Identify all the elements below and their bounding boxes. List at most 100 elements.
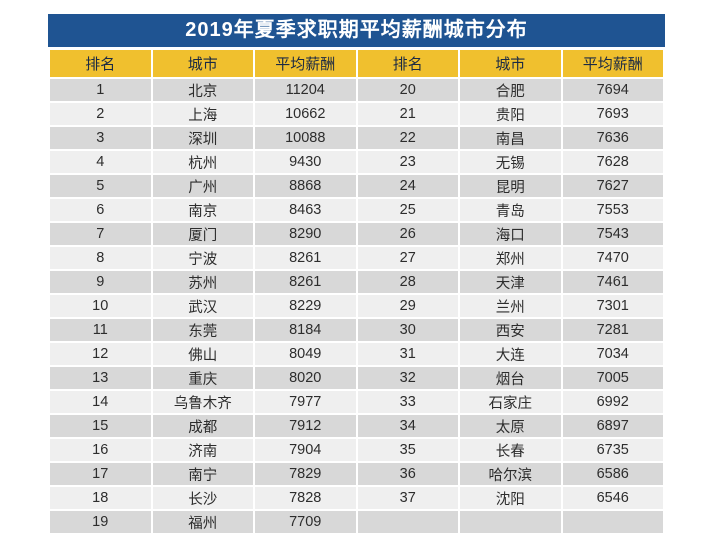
cell-salary: 6546 xyxy=(560,485,665,511)
cell-rank: 37 xyxy=(355,485,460,511)
cell-city: 无锡 xyxy=(458,149,563,175)
cell-rank: 33 xyxy=(355,389,460,415)
cell-city: 海口 xyxy=(458,221,563,247)
cell-salary: 7034 xyxy=(560,341,665,367)
cell-salary: 7461 xyxy=(560,269,665,295)
cell-salary: 7470 xyxy=(560,245,665,271)
cell-rank: 22 xyxy=(355,125,460,151)
table-row: 3 深圳 10088 22 南昌 7636 xyxy=(48,125,665,151)
table-row: 10 武汉 8229 29 兰州 7301 xyxy=(48,293,665,319)
cell-rank: 8 xyxy=(48,245,153,271)
cell-salary: 11204 xyxy=(253,77,358,103)
cell-salary: 7694 xyxy=(560,77,665,103)
cell-salary: 8290 xyxy=(253,221,358,247)
table-row: 8 宁波 8261 27 郑州 7470 xyxy=(48,245,665,271)
cell-city: 深圳 xyxy=(150,125,255,151)
salary-table: 排名 城市 平均薪酬 排名 城市 平均薪酬 1 北京 11204 20 合肥 7694 2 上… xyxy=(48,48,665,535)
cell-city: 石家庄 xyxy=(458,389,563,415)
cell-rank: 23 xyxy=(355,149,460,175)
cell-salary: 7904 xyxy=(253,437,358,463)
cell-salary: 8261 xyxy=(253,269,358,295)
cell-salary: 7977 xyxy=(253,389,358,415)
cell-city: 沈阳 xyxy=(458,485,563,511)
cell-city: 大连 xyxy=(458,341,563,367)
cell-salary: 7543 xyxy=(560,221,665,247)
table-row: 7 厦门 8290 26 海口 7543 xyxy=(48,221,665,247)
cell-rank: 32 xyxy=(355,365,460,391)
cell-city: 太原 xyxy=(458,413,563,439)
column-header-salary-left: 平均薪酬 xyxy=(253,48,358,79)
cell-city: 宁波 xyxy=(150,245,255,271)
table-row: 18 长沙 7828 37 沈阳 6546 xyxy=(48,485,665,511)
table-row: 14 乌鲁木齐 7977 33 石家庄 6992 xyxy=(48,389,665,415)
cell-salary: 9430 xyxy=(253,149,358,175)
cell-city: 济南 xyxy=(150,437,255,463)
cell-rank: 25 xyxy=(355,197,460,223)
cell-rank: 24 xyxy=(355,173,460,199)
cell-city: 郑州 xyxy=(458,245,563,271)
cell-city: 东莞 xyxy=(150,317,255,343)
cell-rank: 18 xyxy=(48,485,153,511)
cell-salary: 7553 xyxy=(560,197,665,223)
cell-city: 昆明 xyxy=(458,173,563,199)
column-header-city-left: 城市 xyxy=(150,48,255,79)
cell-salary: 8049 xyxy=(253,341,358,367)
table-row: 4 杭州 9430 23 无锡 7628 xyxy=(48,149,665,175)
cell-salary: 8463 xyxy=(253,197,358,223)
cell-salary: 6586 xyxy=(560,461,665,487)
cell-salary: 7281 xyxy=(560,317,665,343)
table-header: 排名 城市 平均薪酬 排名 城市 平均薪酬 xyxy=(48,48,665,79)
cell-city: 厦门 xyxy=(150,221,255,247)
cell-salary: 7828 xyxy=(253,485,358,511)
cell-city: 南昌 xyxy=(458,125,563,151)
cell-city: 上海 xyxy=(150,101,255,127)
header-row: 排名 城市 平均薪酬 排名 城市 平均薪酬 xyxy=(48,48,665,79)
cell-rank: 20 xyxy=(355,77,460,103)
cell-city: 哈尔滨 xyxy=(458,461,563,487)
table-row: 1 北京 11204 20 合肥 7694 xyxy=(48,77,665,103)
cell-city: 乌鲁木齐 xyxy=(150,389,255,415)
salary-table-container: 2019年夏季求职期平均薪酬城市分布 排名 城市 平均薪酬 排名 城市 平均薪酬… xyxy=(48,14,665,535)
table-row: 6 南京 8463 25 青岛 7553 xyxy=(48,197,665,223)
cell-city: 兰州 xyxy=(458,293,563,319)
cell-city: 北京 xyxy=(150,77,255,103)
cell-city: 长沙 xyxy=(150,485,255,511)
cell-rank: 9 xyxy=(48,269,153,295)
table-body: 1 北京 11204 20 合肥 7694 2 上海 10662 21 贵阳 7693 3 深圳 10088… xyxy=(48,77,665,535)
cell-salary: 10662 xyxy=(253,101,358,127)
cell-city xyxy=(458,509,563,535)
cell-salary: 7301 xyxy=(560,293,665,319)
cell-rank: 35 xyxy=(355,437,460,463)
cell-rank: 12 xyxy=(48,341,153,367)
cell-city: 佛山 xyxy=(150,341,255,367)
cell-salary: 7636 xyxy=(560,125,665,151)
cell-rank: 30 xyxy=(355,317,460,343)
cell-rank: 1 xyxy=(48,77,153,103)
table-row: 12 佛山 8049 31 大连 7034 xyxy=(48,341,665,367)
column-header-rank-right: 排名 xyxy=(355,48,460,79)
column-header-city-right: 城市 xyxy=(458,48,563,79)
cell-city: 青岛 xyxy=(458,197,563,223)
table-row: 2 上海 10662 21 贵阳 7693 xyxy=(48,101,665,127)
cell-salary: 7628 xyxy=(560,149,665,175)
table-row: 5 广州 8868 24 昆明 7627 xyxy=(48,173,665,199)
cell-rank: 27 xyxy=(355,245,460,271)
cell-rank: 19 xyxy=(48,509,153,535)
cell-city: 长春 xyxy=(458,437,563,463)
table-row: 19 福州 7709 xyxy=(48,509,665,535)
table-row: 11 东莞 8184 30 西安 7281 xyxy=(48,317,665,343)
cell-salary: 8229 xyxy=(253,293,358,319)
cell-city: 杭州 xyxy=(150,149,255,175)
cell-rank: 13 xyxy=(48,365,153,391)
cell-rank: 15 xyxy=(48,413,153,439)
cell-rank: 31 xyxy=(355,341,460,367)
cell-city: 贵阳 xyxy=(458,101,563,127)
cell-city: 重庆 xyxy=(150,365,255,391)
column-header-rank-left: 排名 xyxy=(48,48,153,79)
cell-city: 烟台 xyxy=(458,365,563,391)
cell-rank: 28 xyxy=(355,269,460,295)
cell-rank: 34 xyxy=(355,413,460,439)
table-row: 17 南宁 7829 36 哈尔滨 6586 xyxy=(48,461,665,487)
cell-city: 天津 xyxy=(458,269,563,295)
